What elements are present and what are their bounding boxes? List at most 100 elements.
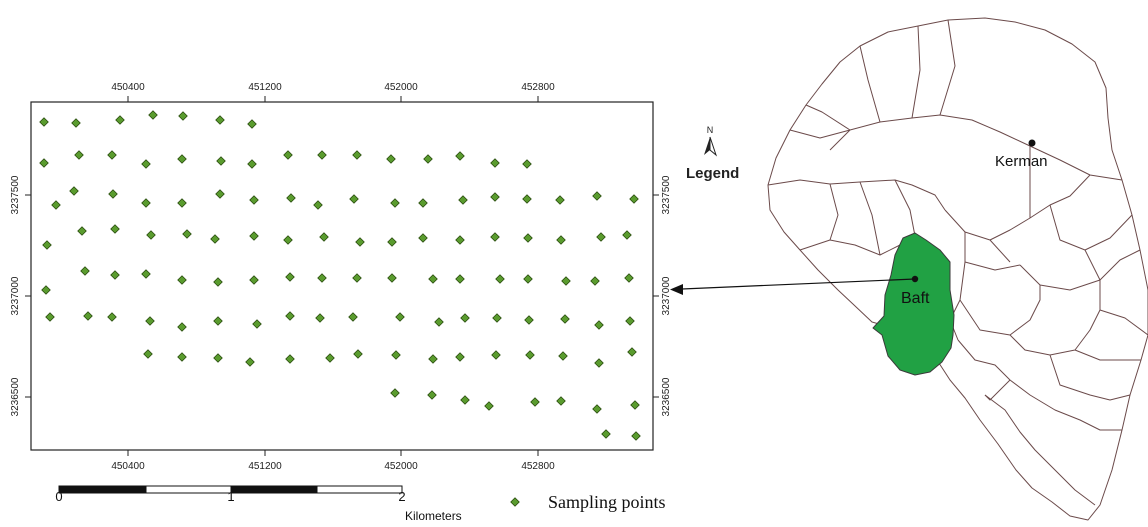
sampling-point <box>177 352 187 362</box>
baft-county <box>872 232 955 376</box>
sampling-point <box>74 150 84 160</box>
sampling-point <box>349 194 359 204</box>
sampling-point <box>455 235 465 245</box>
sampling-point <box>182 229 192 239</box>
sampling-point <box>283 235 293 245</box>
sampling-point <box>455 274 465 284</box>
x-tick-bottom-2: 451200 <box>248 461 282 472</box>
sampling-point <box>178 111 188 121</box>
sampling-point <box>455 352 465 362</box>
sampling-point <box>592 404 602 414</box>
sampling-point <box>352 273 362 283</box>
sampling-point <box>107 312 117 322</box>
sampling-point <box>460 313 470 323</box>
x-tick-bottom-3: 452000 <box>384 461 418 472</box>
sampling-point <box>490 158 500 168</box>
scale-label-0: 0 <box>55 489 62 504</box>
sampling-point <box>418 198 428 208</box>
x-axis-bottom: 450400 451200 452000 452800 <box>111 450 555 472</box>
sampling-point <box>177 322 187 332</box>
sampling-point <box>41 285 51 295</box>
legend-point-symbol <box>510 497 520 507</box>
north-label: N <box>707 125 714 135</box>
sampling-point <box>215 189 225 199</box>
sampling-point <box>427 390 437 400</box>
sampling-point <box>313 200 323 210</box>
sampling-point <box>418 233 428 243</box>
sampling-point <box>601 429 611 439</box>
sampling-point <box>423 154 433 164</box>
sampling-point <box>249 195 259 205</box>
x-tick-top-2: 451200 <box>248 82 282 93</box>
sampling-point <box>110 224 120 234</box>
sampling-point <box>317 273 327 283</box>
sampling-point <box>625 316 635 326</box>
sampling-point <box>622 230 632 240</box>
sampling-point <box>530 397 540 407</box>
sampling-point <box>428 354 438 364</box>
sampling-point <box>523 274 533 284</box>
sampling-point <box>317 150 327 160</box>
sampling-point <box>210 234 220 244</box>
sampling-point <box>484 401 494 411</box>
county-borders <box>767 19 1148 506</box>
sampling-point <box>495 274 505 284</box>
scale-unit: Kilometers <box>405 509 462 522</box>
x-axis-top: 450400 451200 452000 452800 <box>111 82 555 102</box>
kerman-point <box>1028 139 1036 147</box>
sampling-point <box>555 195 565 205</box>
scale-label-1: 1 <box>227 489 234 504</box>
sampling-point <box>386 154 396 164</box>
x-tick-top-3: 452000 <box>384 82 418 93</box>
north-arrow: N <box>704 125 718 157</box>
sampling-point <box>558 351 568 361</box>
sampling-point <box>249 231 259 241</box>
sampling-point <box>51 200 61 210</box>
sampling-point <box>146 230 156 240</box>
sampling-point <box>523 233 533 243</box>
sampling-point <box>348 312 358 322</box>
sampling-point <box>39 117 49 127</box>
sampling-point <box>460 395 470 405</box>
scale-bar: 0 1 2 Kilometers <box>55 485 462 523</box>
sampling-point <box>283 150 293 160</box>
sampling-point <box>390 198 400 208</box>
sampling-point <box>141 159 151 169</box>
sampling-point <box>491 350 501 360</box>
sampling-point <box>285 311 295 321</box>
y-tick-left-2: 3237000 <box>10 276 21 315</box>
sampling-point <box>522 159 532 169</box>
sampling-point <box>590 276 600 286</box>
x-tick-bottom-1: 450400 <box>111 461 145 472</box>
sampling-point <box>285 354 295 364</box>
sampling-point <box>110 270 120 280</box>
sampling-point <box>556 396 566 406</box>
sampling-point <box>522 194 532 204</box>
sampling-point <box>177 198 187 208</box>
sampling-point <box>458 195 468 205</box>
legend-title: Legend <box>686 165 739 182</box>
y-tick-left-1: 3237500 <box>10 175 21 214</box>
sampling-point <box>247 119 257 129</box>
sampling-point <box>247 159 257 169</box>
location-arrow <box>670 278 916 295</box>
sampling-point <box>434 317 444 327</box>
sampling-point <box>525 350 535 360</box>
scale-label-2: 2 <box>398 489 405 504</box>
sampling-point <box>352 150 362 160</box>
sampling-point <box>107 150 117 160</box>
sampling-point <box>629 194 639 204</box>
sampling-point <box>455 151 465 161</box>
sampling-point <box>213 353 223 363</box>
x-tick-top-4: 452800 <box>521 82 555 93</box>
sampling-point <box>428 274 438 284</box>
sampling-point <box>524 315 534 325</box>
y-tick-right-2: 3237000 <box>661 276 672 315</box>
sampling-point <box>387 273 397 283</box>
sampling-point <box>141 269 151 279</box>
sampling-point <box>77 226 87 236</box>
sampling-point <box>249 275 259 285</box>
sampling-point <box>561 276 571 286</box>
sampling-point <box>69 186 79 196</box>
sampling-point <box>108 189 118 199</box>
